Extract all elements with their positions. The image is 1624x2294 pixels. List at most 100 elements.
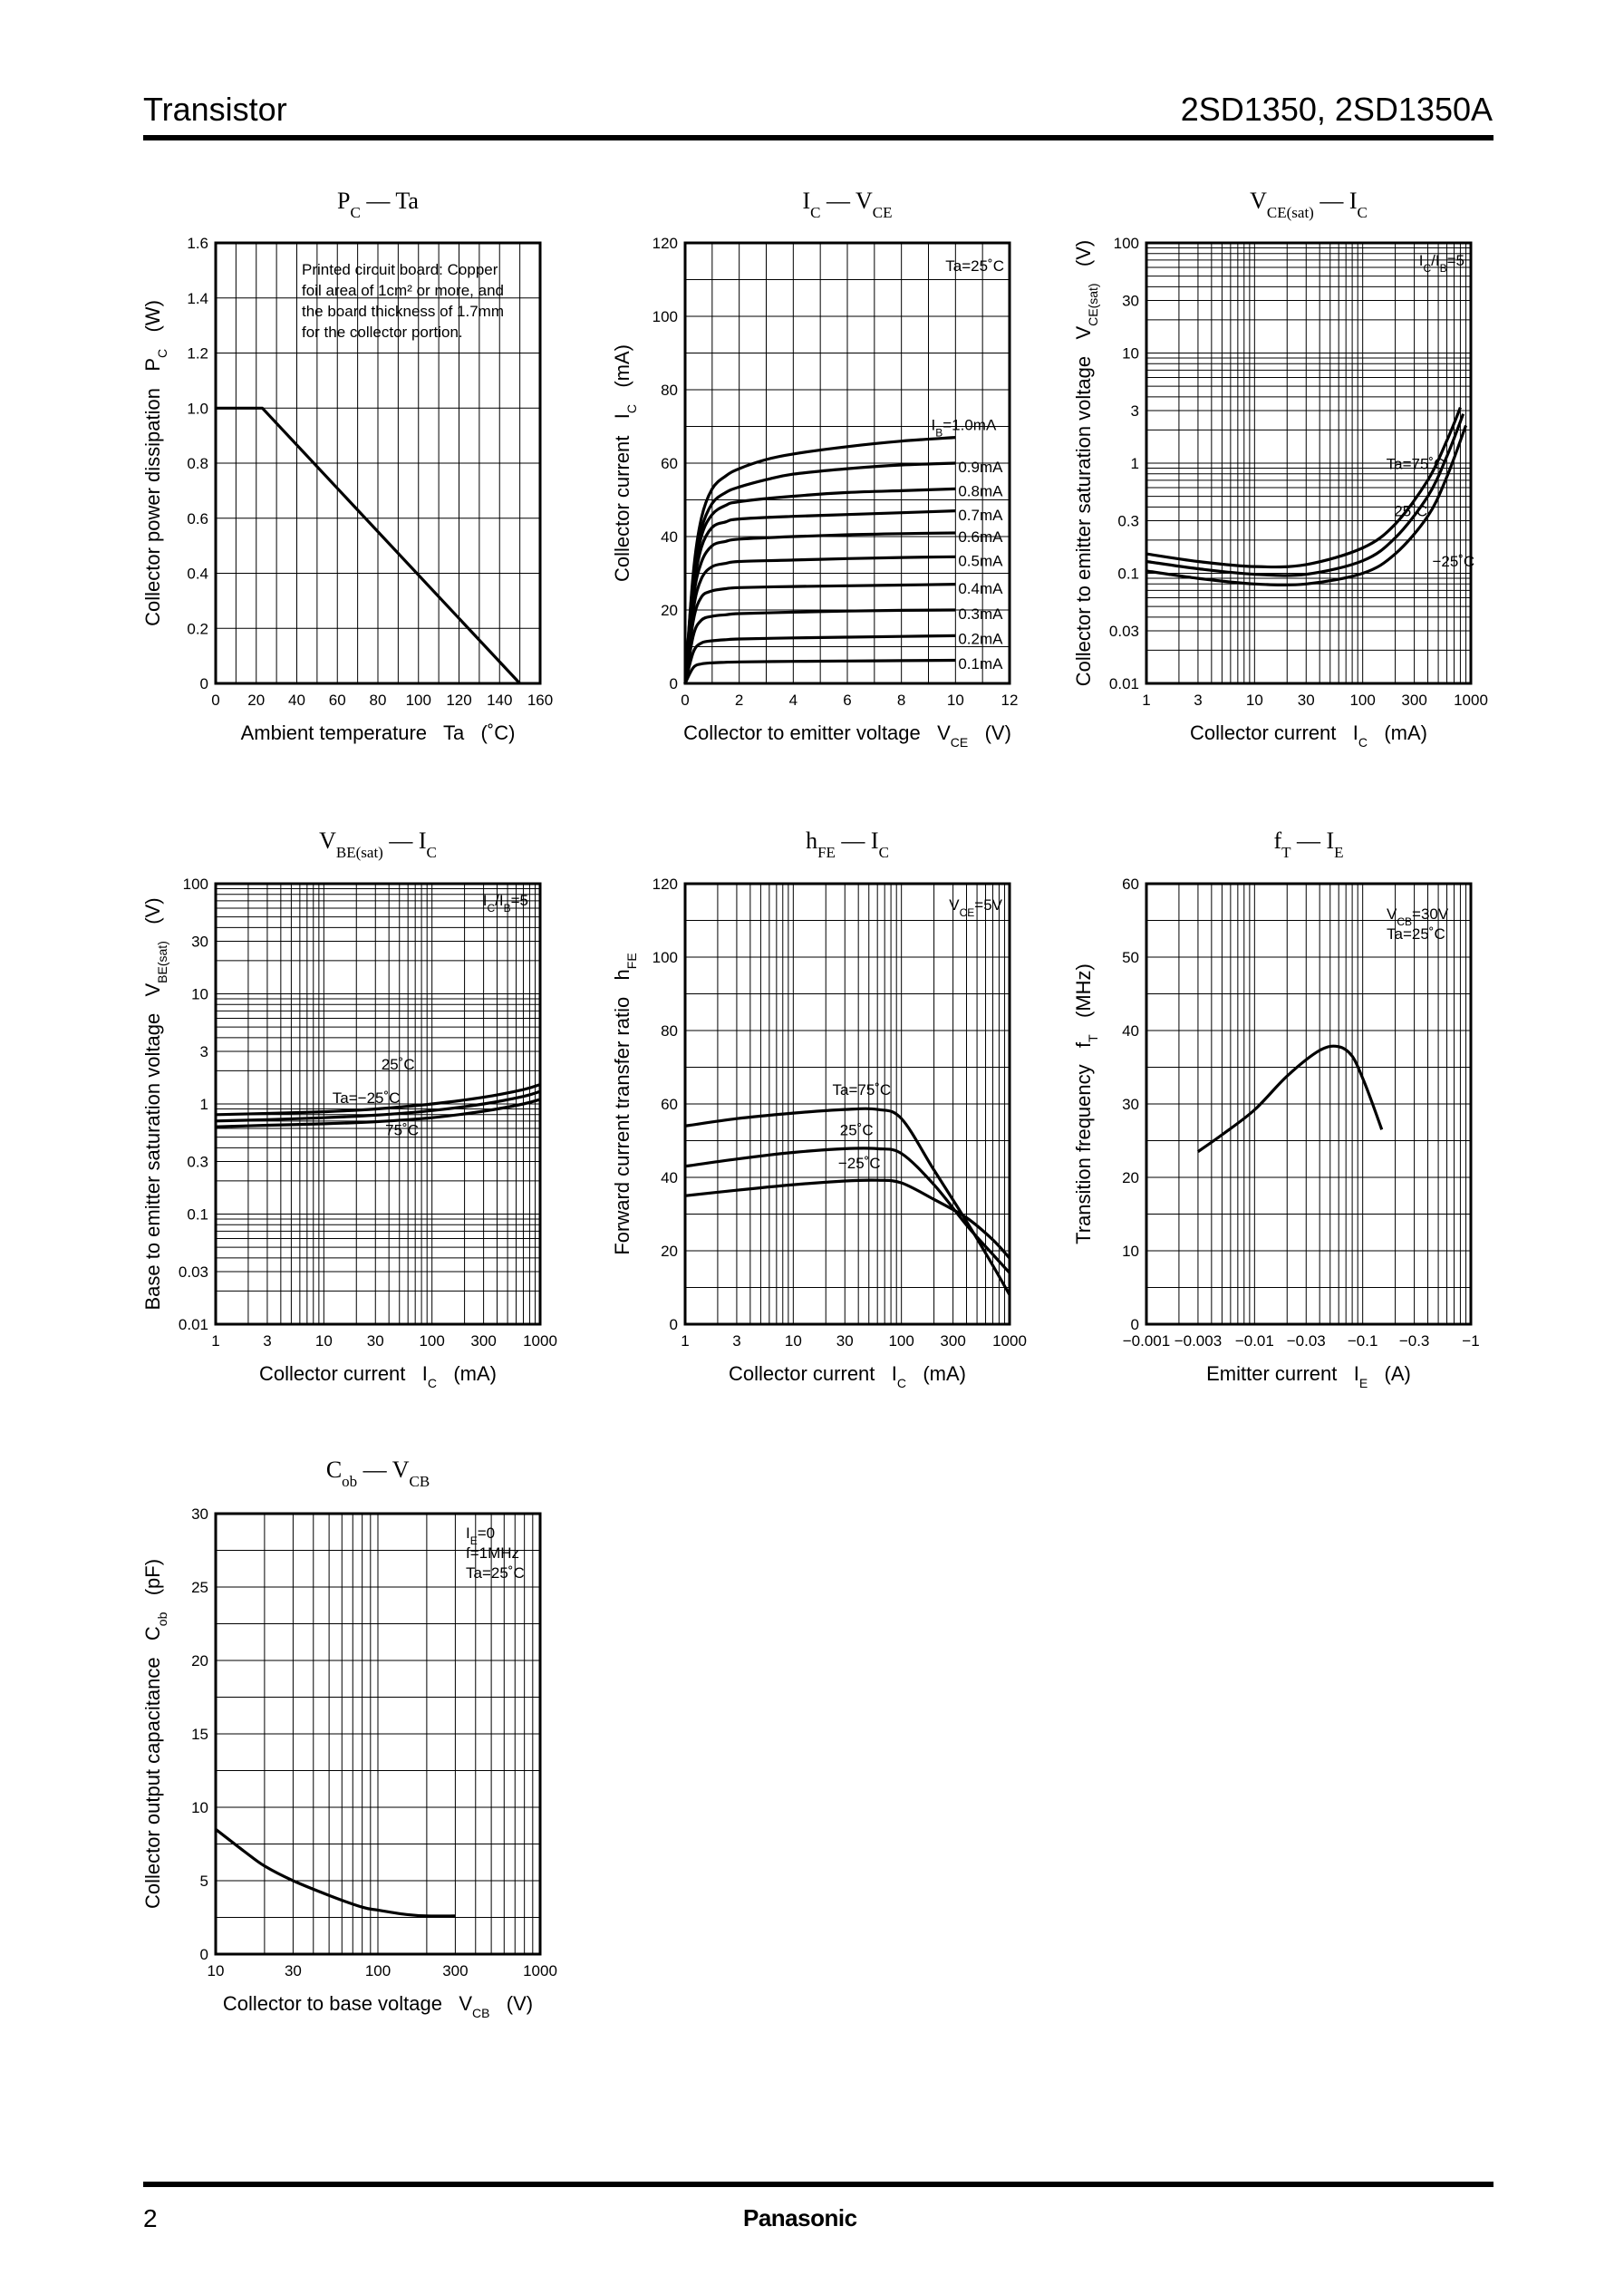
y-tick-label: 10	[191, 986, 208, 1003]
x-tick-label: 8	[897, 692, 905, 709]
y-tick-label: 0.3	[1117, 513, 1139, 530]
x-axis-label: Collector to emitter voltage VCE (V)	[683, 721, 1011, 750]
y-tick-label: 60	[1122, 876, 1139, 893]
curve-label: 0.6mA	[958, 528, 1003, 546]
x-tick-label: 12	[1001, 692, 1019, 709]
x-tick-label: 10	[947, 692, 964, 709]
y-tick-label: 30	[191, 1505, 208, 1523]
y-tick-label: 1	[1131, 455, 1139, 472]
series-line-0	[1146, 407, 1462, 569]
chart-note: f=1MHz	[466, 1544, 519, 1562]
chart-note: Ta=25˚C	[1387, 925, 1445, 943]
y-tick-label: 0.03	[1109, 623, 1139, 640]
series-line-2	[215, 1098, 541, 1128]
x-tick-label: 4	[789, 692, 798, 709]
x-tick-label: 1	[1142, 692, 1150, 709]
grid-hfe-ic	[685, 884, 1010, 1324]
series-line-2	[1146, 424, 1468, 586]
x-tick-label: 60	[329, 692, 346, 709]
x-tick-label: 100	[419, 1332, 444, 1350]
y-tick-label: 20	[191, 1652, 208, 1670]
brand-logo: Panasonic	[743, 2204, 857, 2231]
x-tick-label: 30	[836, 1332, 854, 1350]
y-tick-label: 40	[661, 1169, 678, 1186]
y-tick-label: 20	[661, 1243, 678, 1260]
x-tick-label: 30	[367, 1332, 384, 1350]
plot-frame	[214, 882, 542, 1326]
curve-label: 0.5mA	[958, 552, 1003, 569]
grid-ft-ie	[1146, 884, 1471, 1324]
y-tick-label: 100	[652, 308, 678, 325]
y-tick-label: 5	[200, 1873, 208, 1890]
curve-label: 0.8mA	[958, 482, 1003, 499]
curve-label: Ta=−25˚C	[333, 1089, 401, 1107]
series-line-2	[684, 1178, 1011, 1260]
footer-rule	[143, 2182, 1494, 2187]
x-tick-label: 100	[365, 1962, 391, 1979]
x-tick-label: 300	[940, 1332, 965, 1350]
chart-note: Ta=25˚C	[945, 257, 1004, 275]
x-tick-label: 3	[732, 1332, 740, 1350]
y-tick-label: 120	[652, 235, 678, 252]
curve-label: Ta=75˚C	[832, 1081, 891, 1099]
y-tick-label: 10	[1122, 345, 1139, 363]
series-line-7	[683, 608, 956, 684]
y-tick-label: 0.2	[187, 620, 208, 637]
x-tick-label: −0.3	[1399, 1332, 1430, 1350]
y-tick-label: 80	[661, 382, 678, 399]
y-tick-label: 80	[661, 1022, 678, 1040]
y-tick-label: 0	[200, 1946, 208, 1963]
y-tick-label: 1.4	[187, 290, 208, 307]
y-tick-label: 40	[661, 528, 678, 546]
x-tick-label: 40	[288, 692, 305, 709]
x-tick-label: 1000	[523, 1962, 557, 1979]
series-line-1	[684, 1147, 1011, 1274]
x-tick-label: 0	[211, 692, 219, 709]
y-tick-label: 0.4	[187, 566, 208, 583]
x-tick-label: 300	[470, 1332, 496, 1350]
y-axis-label: Collector to emitter saturation voltage …	[1072, 240, 1100, 687]
y-tick-label: 1.0	[187, 400, 208, 417]
x-tick-label: −1	[1462, 1332, 1479, 1350]
y-tick-label: 10	[191, 1799, 208, 1816]
x-axis-label: Collector current IC (mA)	[729, 1362, 966, 1390]
curve-label: 0.7mA	[958, 507, 1003, 524]
y-tick-label: 0.1	[1117, 566, 1139, 583]
x-tick-label: 120	[446, 692, 471, 709]
series-line-1	[1146, 413, 1465, 577]
y-tick-label: 20	[661, 602, 678, 619]
x-tick-label: 2	[735, 692, 743, 709]
grid-vcesat-ic	[1146, 243, 1471, 683]
chart-title: VBE(sat) — IC	[319, 828, 437, 861]
series-line-9	[683, 658, 956, 684]
series-line-8	[683, 634, 956, 684]
y-tick-label: 100	[1114, 235, 1139, 252]
y-tick-label: 3	[1131, 402, 1139, 420]
chart-vbesat-ic: 1 3 10 30 100 300 1000 0.01 0.03 0.1 0.3 1 3 10 30 100 V…	[141, 828, 557, 1390]
chart-note: IC/IB=5	[483, 892, 528, 915]
x-tick-label: 300	[1401, 692, 1426, 709]
chart-note: Ta=25˚C	[466, 1564, 525, 1582]
x-tick-label: 100	[888, 1332, 914, 1350]
x-tick-label: −0.003	[1174, 1332, 1222, 1350]
plot-frame	[214, 1512, 542, 1956]
y-tick-label: 100	[183, 876, 208, 893]
y-tick-label: 0.8	[187, 455, 208, 472]
x-tick-label: 100	[1349, 692, 1375, 709]
chart-title: VCE(sat) — IC	[1250, 188, 1368, 221]
series-line-3	[683, 509, 956, 684]
x-tick-label: 30	[1298, 692, 1315, 709]
x-axis-label: Collector to base voltage VCB (V)	[223, 1992, 533, 2020]
x-tick-label: 80	[370, 692, 387, 709]
x-tick-label: 160	[527, 692, 553, 709]
chart-note: VCE=5V	[949, 896, 1002, 919]
curve-label: 25˚C	[382, 1056, 415, 1073]
curve-label: 0.2mA	[958, 630, 1003, 647]
series-line-0	[215, 1828, 456, 1918]
y-axis-label: Collector current IC (mA)	[611, 344, 639, 582]
chart-note: VCB=30V	[1387, 905, 1449, 928]
y-tick-label: 0.01	[179, 1316, 208, 1333]
y-tick-label: 50	[1122, 949, 1139, 966]
